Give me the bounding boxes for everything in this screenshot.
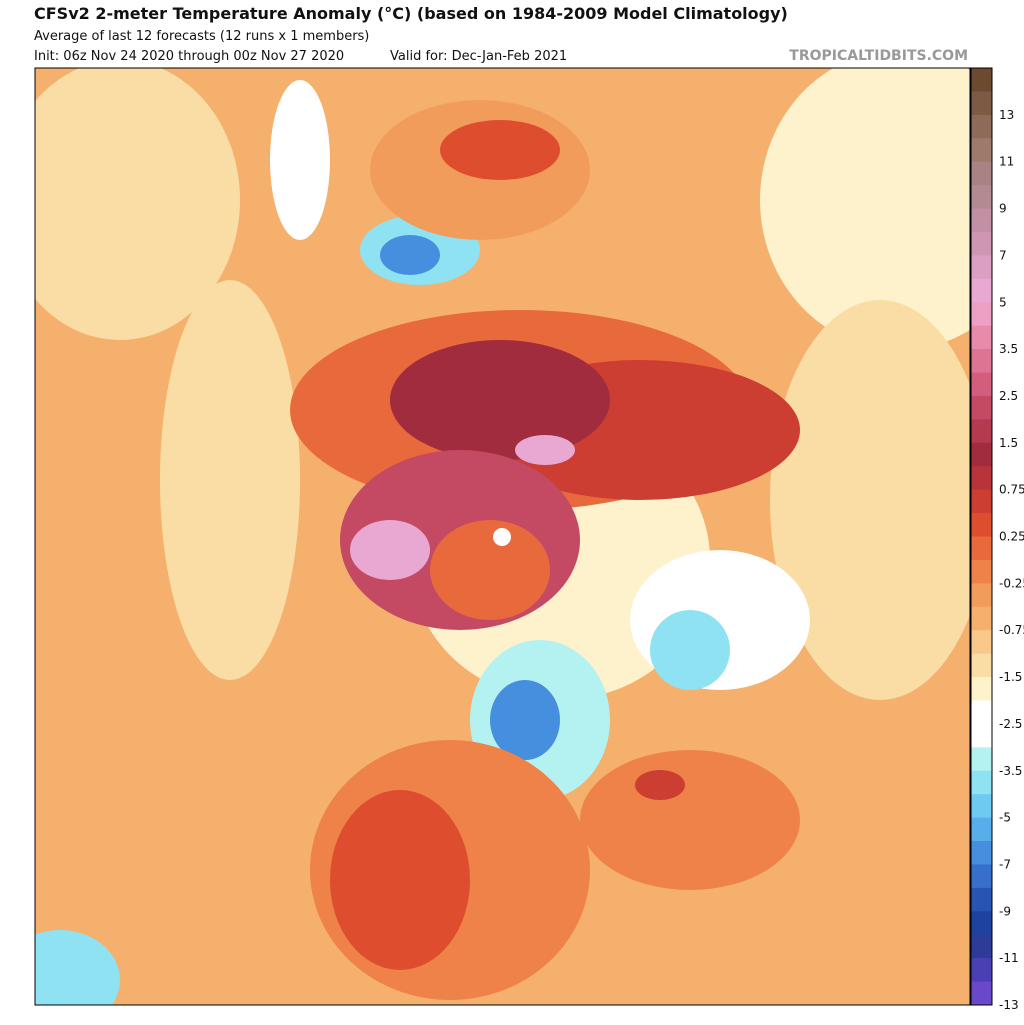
colorbar-segment	[971, 278, 992, 303]
colorbar-segment	[971, 841, 992, 865]
colorbar-label: -11	[999, 951, 1019, 965]
colorbar-segment	[971, 794, 992, 819]
colorbar-segment	[971, 747, 992, 772]
colorbar-segment	[971, 583, 992, 608]
colorbar-label: -13	[999, 998, 1019, 1012]
colorbar-segment	[971, 770, 992, 795]
colorbar-segment	[971, 208, 992, 233]
colorbar-segment	[971, 161, 992, 186]
init-time: Init: 06z Nov 24 2020 through 00z Nov 27…	[34, 49, 344, 64]
colorbar-segment	[971, 981, 992, 1006]
colorbar-label: 13	[999, 108, 1014, 122]
colorbar-label: 3.5	[999, 342, 1018, 356]
map	[34, 67, 971, 1006]
colorbar-label: -9	[999, 904, 1011, 918]
colorbar-segment	[971, 68, 992, 92]
colorbar-segment	[971, 958, 992, 983]
subtitle: Average of last 12 forecasts (12 runs x …	[34, 29, 369, 44]
colorbar-segment	[971, 395, 992, 420]
colorbar-label: 0.75	[999, 483, 1024, 497]
colorbar-label: 9	[999, 202, 1007, 216]
colorbar-label: -0.75	[999, 623, 1024, 637]
colorbar-label: 7	[999, 248, 1007, 262]
colorbar-segment	[971, 677, 992, 701]
colorbar: 13 11 9 7 5 3.5 2.5 1.5 0.75 0.25 -0.25 -0.75 -1.5 -2…	[970, 67, 1024, 1012]
colorbar-segment	[971, 138, 992, 163]
colorbar-segment	[971, 325, 992, 350]
colorbar-label: 2.5	[999, 389, 1018, 403]
colorbar-label: -7	[999, 857, 1011, 871]
colorbar-segment	[971, 630, 992, 655]
colorbar-segment	[971, 653, 992, 678]
colorbar-frame	[970, 67, 993, 1006]
colorbar-segment	[971, 466, 992, 491]
colorbar-segment	[971, 419, 992, 444]
colorbar-segment	[971, 489, 992, 514]
colorbar-segment	[971, 231, 992, 256]
colorbar-segment	[971, 372, 992, 397]
colorbar-segment	[971, 513, 992, 537]
colorbar-segment	[971, 934, 992, 959]
colorbar-segment	[971, 255, 992, 280]
colorbar-segment	[971, 91, 992, 116]
colorbar-segment	[971, 559, 992, 584]
colorbar-segment	[971, 606, 992, 631]
colorbar-label: -5	[999, 811, 1011, 825]
colorbar-label: -1.5	[999, 670, 1022, 684]
colorbar-segment	[971, 302, 992, 327]
source: TROPICALTIDBITS.COM	[789, 48, 968, 64]
title: CFSv2 2-meter Temperature Anomaly (°C) (…	[34, 4, 788, 23]
colorbar-label: 1.5	[999, 436, 1018, 450]
colorbar-label: -3.5	[999, 764, 1022, 778]
colorbar-label: -2.5	[999, 717, 1022, 731]
colorbar-segment	[971, 536, 992, 561]
colorbar-segment	[971, 864, 992, 889]
colorbar-segment	[971, 185, 992, 210]
colorbar-label: -0.25	[999, 576, 1024, 590]
colorbar-segment	[971, 700, 992, 725]
colorbar-label: 0.25	[999, 530, 1024, 544]
valid-time: Valid for: Dec-Jan-Feb 2021	[390, 49, 567, 64]
colorbar-segment	[971, 911, 992, 936]
colorbar-segment	[971, 114, 992, 139]
colorbar-segment	[971, 887, 992, 912]
colorbar-label: 5	[999, 295, 1007, 309]
colorbar-segment	[971, 442, 992, 467]
colorbar-label: 11	[999, 155, 1014, 169]
colorbar-segment	[971, 723, 992, 748]
colorbar-segment	[971, 817, 992, 842]
colorbar-segment	[971, 349, 992, 374]
